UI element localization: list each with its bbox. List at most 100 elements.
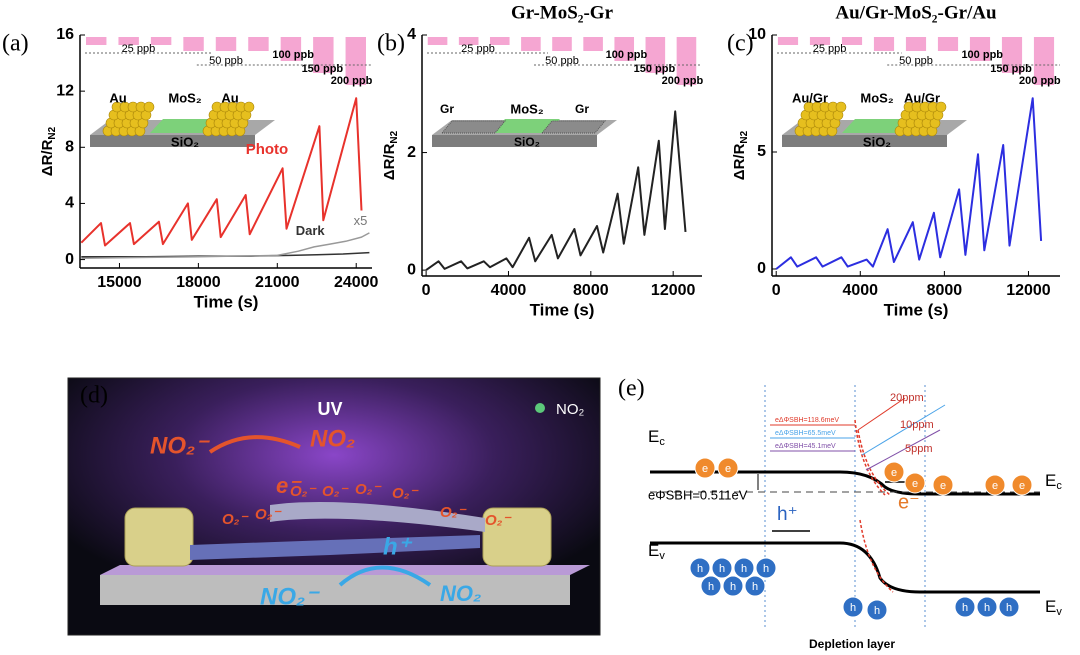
carrier-symbol: e [891, 467, 897, 479]
carrier-symbol: h [850, 602, 856, 614]
y-tick-label: 4 [407, 26, 416, 43]
ev-label: Ev [648, 541, 665, 561]
gas-pulse [1033, 37, 1055, 85]
barrier-label: eΦSBH=0.511eV [648, 487, 748, 502]
graphene-layer [270, 501, 485, 532]
pulse-label: 150 ppb [302, 63, 344, 75]
ec-main: E [1045, 471, 1056, 490]
inset-label: Au/Gr [792, 90, 828, 105]
x-tick-label: 4000 [842, 282, 878, 299]
series-label: Photo [246, 141, 289, 158]
band-shift [859, 519, 894, 593]
inset-label: Gr [440, 102, 454, 116]
pulse-label: 25 ppb [813, 43, 847, 55]
electrode [482, 507, 552, 567]
carrier-symbol: h [741, 563, 747, 575]
inset-slab-side [90, 135, 255, 147]
inset-channel [842, 119, 910, 133]
series-label: x5 [354, 213, 368, 228]
inset-particle [243, 101, 255, 113]
adsorbed-label: O₂⁻ [355, 481, 382, 498]
ev-sub: v [1056, 606, 1062, 618]
hole [842, 596, 864, 618]
gas-pulse [905, 37, 927, 51]
hole [733, 557, 755, 579]
depletion-label: Depletion layer [809, 637, 895, 651]
gas-pulse [458, 37, 479, 45]
chart-title: Gr-MoS₂-Gr [511, 2, 614, 23]
ev-sub: v [659, 550, 665, 562]
carrier-symbol: h [708, 581, 714, 593]
pulse-label: 100 ppb [606, 49, 648, 61]
gas-pulse [809, 37, 831, 45]
inset-label: Gr [575, 102, 589, 116]
x-tick-label: 18000 [176, 274, 221, 291]
electron [694, 457, 716, 479]
pulse-label: 25 ppb [122, 43, 156, 55]
ec-label: Ec [1045, 471, 1062, 491]
pulse-label: 150 ppb [990, 63, 1032, 75]
inset-channel [492, 119, 560, 133]
carrier-symbol: e [912, 478, 918, 490]
electron [717, 457, 739, 479]
x-tick-label: 15000 [97, 274, 142, 291]
electron [984, 474, 1006, 496]
y-axis-label: ΔR/RN2 [731, 130, 750, 180]
concentration: 20ppm [890, 392, 924, 404]
arrow [208, 435, 301, 454]
panel-label: (a) [2, 31, 29, 57]
electrode [124, 507, 194, 567]
inset-graphene [440, 120, 507, 134]
arrow [338, 565, 432, 587]
inset-particle [835, 101, 847, 113]
data-line [80, 97, 363, 247]
hole [755, 557, 777, 579]
inset-label: SiO₂ [514, 135, 540, 149]
shift-label: eΔΦSBH=118.6meV [775, 417, 839, 424]
data-line [81, 232, 370, 259]
pointer [861, 404, 946, 456]
ev-label: Ev [1045, 597, 1062, 617]
pulse-label: 200 ppb [331, 75, 373, 87]
pulse-label: 200 ppb [1019, 75, 1061, 87]
hole [998, 596, 1020, 618]
hole [689, 557, 711, 579]
inset-label: SiO₂ [863, 134, 891, 149]
inset-particle [935, 101, 947, 113]
panel-label: (b) [377, 31, 405, 57]
x-axis-label: Time (s) [884, 300, 949, 319]
gas-pulse [614, 37, 635, 61]
x-tick-label: 8000 [573, 282, 609, 299]
ec-sub: c [1056, 480, 1062, 492]
inset-graphene [540, 120, 607, 134]
y-axis-label-main: ΔR/R [39, 139, 56, 176]
gas-pulse [248, 37, 269, 51]
gas-pulse [777, 37, 799, 45]
ec-label: Ec [648, 427, 665, 447]
y-tick-label: 8 [65, 139, 74, 156]
x-tick-label: 12000 [1006, 282, 1051, 299]
carrier-symbol: e [992, 480, 998, 492]
gas-pulse [583, 37, 603, 51]
carrier-symbol: e [1019, 480, 1025, 492]
ec-sub: c [659, 436, 665, 448]
inset-label: MoS₂ [510, 101, 543, 116]
gas-pulse [183, 37, 204, 51]
hole [711, 557, 733, 579]
x-tick-label: 8000 [927, 282, 963, 299]
carrier-symbol: e [725, 463, 731, 475]
y-axis-label-sub: N2 [389, 130, 400, 143]
concentration: 10ppm [900, 419, 934, 431]
panel-label: (c) [727, 31, 754, 57]
gas-pulse [552, 37, 572, 51]
pointer [857, 397, 906, 431]
pulse-label: 100 ppb [272, 49, 314, 61]
y-tick-label: 2 [407, 144, 416, 161]
y-axis-label-main: ΔR/R [731, 143, 748, 180]
hole [744, 575, 766, 597]
gas-pulse [150, 37, 172, 45]
x-tick-label: 24000 [334, 274, 379, 291]
y-tick-label: 0 [407, 261, 416, 278]
hole [976, 596, 998, 618]
gas-pulse [1001, 37, 1023, 73]
